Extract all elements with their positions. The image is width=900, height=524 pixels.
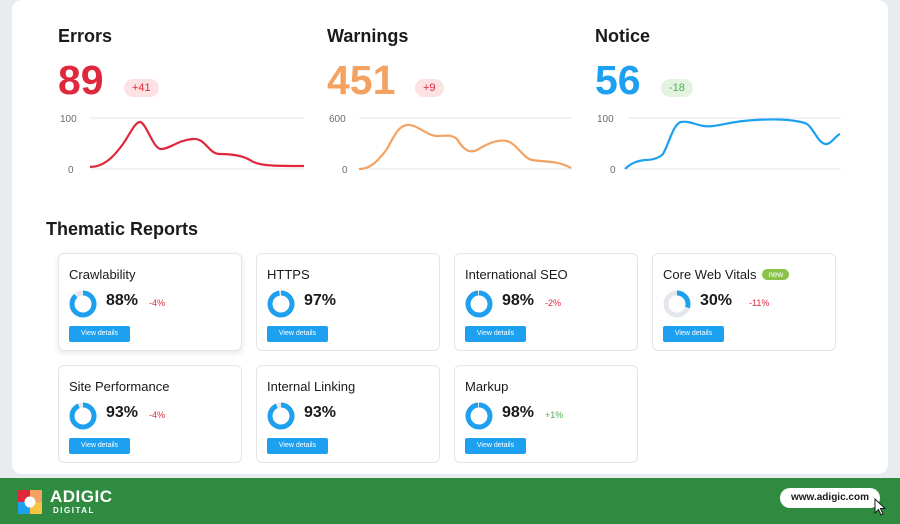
errors-sparkline: 100 0 xyxy=(60,114,305,174)
report-name: Internal Linking xyxy=(267,379,355,394)
progress-donut xyxy=(267,402,295,430)
report-percent: 30% xyxy=(700,292,733,309)
view-details-button[interactable]: View details xyxy=(465,438,526,454)
website-link[interactable]: www.adigic.com xyxy=(780,488,880,508)
donut-fill xyxy=(69,402,97,430)
report-name: International SEO xyxy=(465,267,568,282)
progress-donut xyxy=(69,402,97,430)
view-details-button[interactable]: View details xyxy=(69,438,130,454)
warnings-metric: Warnings 451 +9 600 0 xyxy=(327,26,577,186)
progress-donut xyxy=(69,290,97,318)
report-name-text: Markup xyxy=(465,379,509,394)
report-card: HTTPS 97% View details xyxy=(256,253,440,351)
sparkline-path xyxy=(358,123,572,171)
report-card: Core Web Vitals new 30% -11% View details xyxy=(652,253,836,351)
report-change: -11% xyxy=(749,298,770,308)
report-percent: 97% xyxy=(304,292,337,309)
report-card: Markup 98% +1% View details xyxy=(454,365,638,463)
view-details-button[interactable]: View details xyxy=(69,326,130,342)
report-percent: 88% xyxy=(106,292,139,309)
report-percent: 98% xyxy=(502,404,535,421)
view-details-button[interactable]: View details xyxy=(267,326,328,342)
metric-title: Notice xyxy=(595,26,651,46)
report-name: Site Performance xyxy=(69,379,169,394)
warnings-sparkline: 600 0 xyxy=(329,114,573,174)
metric-value: 89 xyxy=(58,57,104,103)
donut-fill xyxy=(663,290,691,318)
sparkline-path xyxy=(89,120,305,169)
y-axis-min-label: 0 xyxy=(68,165,74,174)
delta-badge: -18 xyxy=(661,79,693,97)
pointer-cursor-icon xyxy=(874,498,887,516)
report-name-text: Core Web Vitals xyxy=(663,267,757,282)
brand-name: ADIGIC xyxy=(50,487,113,506)
report-name-text: International SEO xyxy=(465,267,568,282)
report-card: Crawlability 88% -4% View details xyxy=(58,253,242,351)
report-change: -4% xyxy=(149,410,166,420)
metric-title: Warnings xyxy=(327,26,409,46)
delta-badge: +9 xyxy=(415,79,444,97)
view-details-button[interactable]: View details xyxy=(465,326,526,342)
report-percent: 93% xyxy=(106,404,139,421)
donut-fill xyxy=(465,290,493,318)
new-badge: new xyxy=(762,269,790,280)
report-change: -2% xyxy=(545,298,562,308)
y-axis-min-label: 0 xyxy=(610,165,616,174)
y-axis-max-label: 100 xyxy=(597,114,614,125)
metric-value: 56 xyxy=(595,57,641,103)
report-name: Markup xyxy=(465,379,508,394)
report-percent: 98% xyxy=(502,292,535,309)
progress-donut xyxy=(267,290,295,318)
donut-fill xyxy=(267,290,295,318)
report-name-text: Site Performance xyxy=(69,379,170,394)
view-details-button[interactable]: View details xyxy=(663,326,724,342)
metric-value: 451 xyxy=(327,57,396,103)
donut-fill xyxy=(465,402,493,430)
report-card: Internal Linking 93% View details xyxy=(256,365,440,463)
notice-sparkline: 100 0 xyxy=(597,114,841,174)
y-axis-min-label: 0 xyxy=(342,165,348,174)
y-axis-max-label: 100 xyxy=(60,114,77,125)
donut-fill xyxy=(69,290,97,318)
view-details-button[interactable]: View details xyxy=(267,438,328,454)
sparkline-path xyxy=(624,118,841,170)
brand-subtitle: DIGITAL xyxy=(53,506,95,515)
report-name-text: Internal Linking xyxy=(267,379,356,394)
progress-donut xyxy=(663,290,691,318)
notice-metric: Notice 56 -18 100 0 xyxy=(595,26,845,186)
y-axis-max-label: 600 xyxy=(329,114,346,125)
metric-title: Errors xyxy=(58,26,113,46)
section-title: Thematic Reports xyxy=(46,219,199,239)
donut-fill xyxy=(267,402,295,430)
adigic-logo-icon xyxy=(18,490,42,514)
report-percent: 93% xyxy=(304,404,337,421)
report-name-text: Crawlability xyxy=(69,267,136,282)
report-name-text: HTTPS xyxy=(267,267,310,282)
progress-donut xyxy=(465,402,493,430)
report-name: HTTPS xyxy=(267,267,310,282)
errors-metric: Errors 89 +41 100 0 xyxy=(58,26,308,186)
progress-donut xyxy=(465,290,493,318)
report-card: International SEO 98% -2% View details xyxy=(454,253,638,351)
report-name: Core Web Vitals new xyxy=(663,267,790,282)
report-card: Site Performance 93% -4% View details xyxy=(58,365,242,463)
footer-bar: ADIGIC DIGITAL www.adigic.com xyxy=(0,478,900,524)
report-change: -4% xyxy=(149,298,166,308)
report-name: Crawlability xyxy=(69,267,135,282)
delta-badge: +41 xyxy=(124,79,159,97)
report-change: +1% xyxy=(545,410,564,420)
